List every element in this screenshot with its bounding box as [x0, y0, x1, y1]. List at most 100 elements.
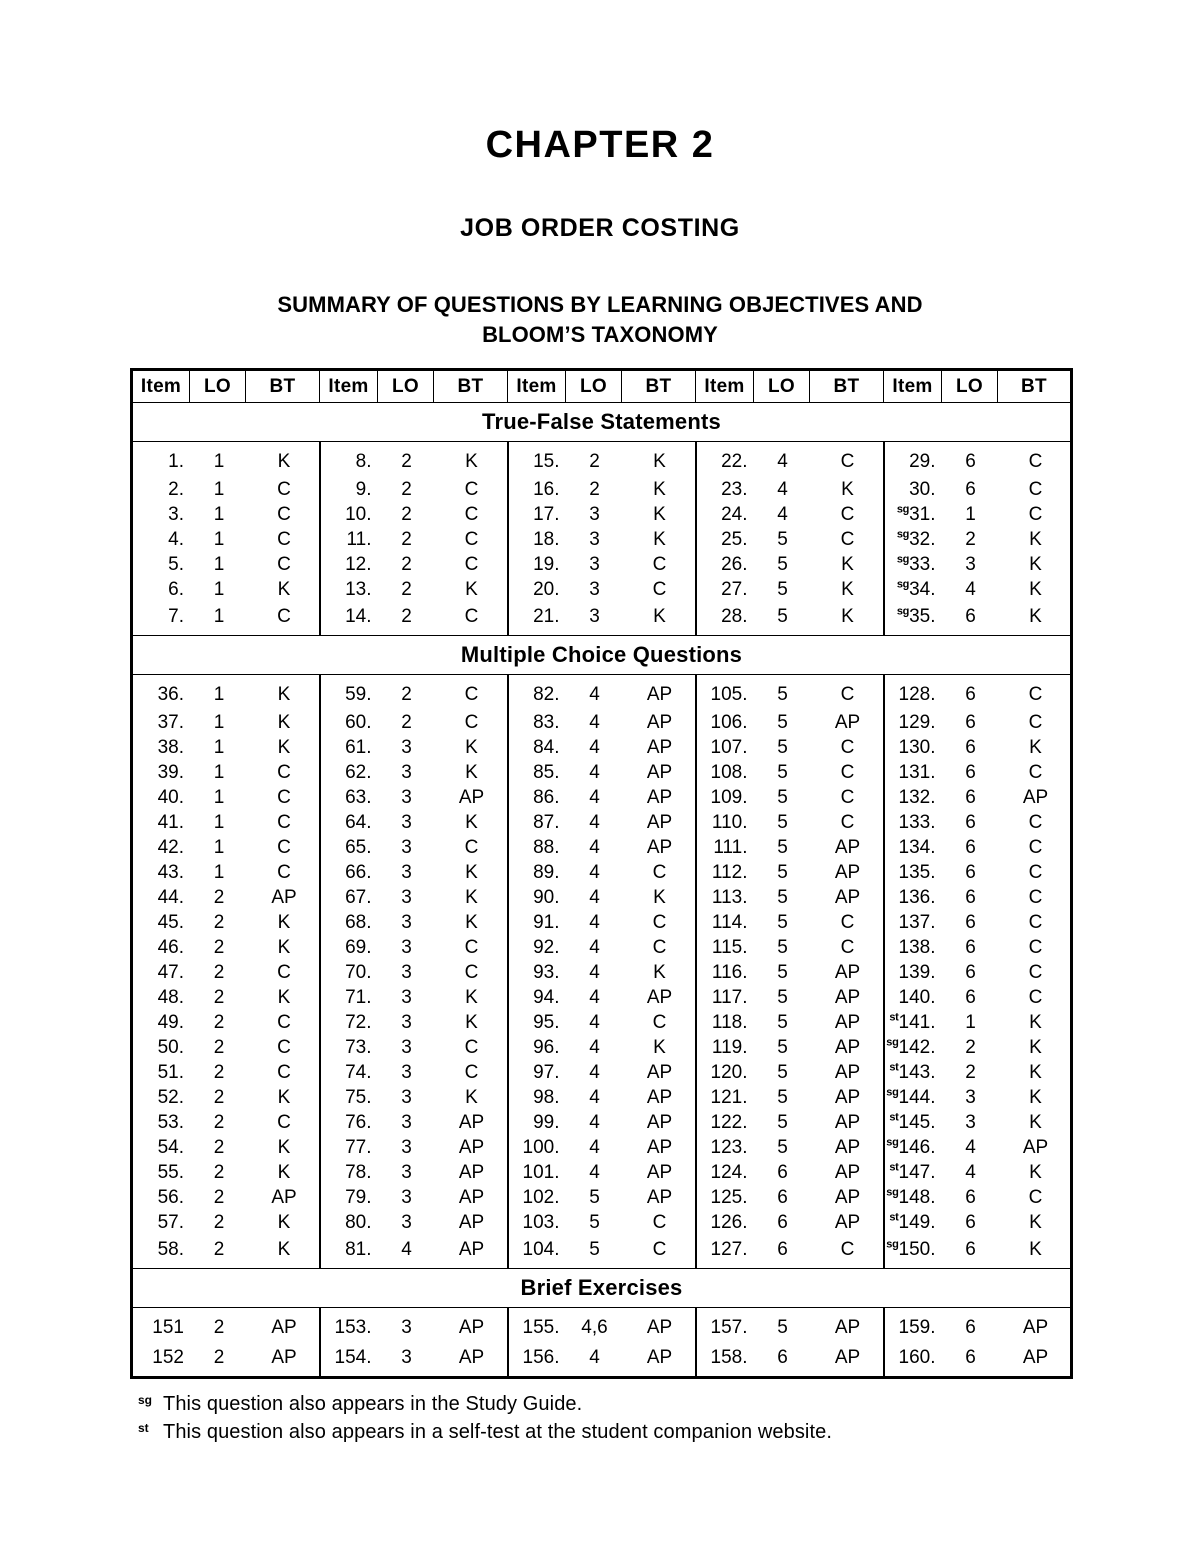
learning-objective-value: 1	[213, 553, 225, 575]
entries-grid: 36. 1 K 37. 1 K 38. 1 K 39. 1 C 40. 1 C 41. 1 C 42. 1 C 43. 1 C…	[133, 675, 321, 1268]
item-number: 92.	[533, 936, 560, 958]
superscript-sg-marker: sg	[886, 1186, 899, 1199]
item-number: 94.	[533, 986, 560, 1008]
question-row: 67. 3 K	[321, 885, 509, 910]
superscript-sg-marker: sg	[886, 1238, 899, 1251]
question-row: 16. 2 K	[509, 477, 697, 502]
item-number: 19.	[533, 553, 560, 575]
learning-objective-value: 5	[777, 986, 788, 1008]
learning-objective-value: 3	[401, 1011, 412, 1033]
learning-objective-value: 5	[777, 1061, 788, 1083]
item-number: 102.	[522, 1186, 560, 1208]
question-row: sg34. 4 K	[885, 577, 1073, 602]
learning-objective-value: 5	[777, 605, 788, 627]
bloom-taxonomy-value: K	[277, 936, 291, 958]
learning-objective-value: 4	[589, 811, 600, 833]
bloom-taxonomy-value: AP	[834, 1086, 861, 1108]
learning-objective-value: 1	[213, 578, 225, 600]
summary-title-line1: SUMMARY OF QUESTIONS BY LEARNING OBJECTI…	[277, 292, 923, 318]
column-group-2: 153. 3 AP 154. 3 AP	[319, 1307, 509, 1378]
question-row: 139. 6 C	[885, 960, 1073, 985]
question-row: 111. 5 AP	[697, 835, 885, 860]
item-number: 157.	[710, 1316, 748, 1338]
superscript-st-marker: st	[889, 1211, 899, 1224]
superscript-st-marker: st	[889, 1061, 899, 1074]
entries-grid: 153. 3 AP 154. 3 AP	[321, 1308, 509, 1376]
bloom-taxonomy-value: K	[465, 450, 478, 472]
bloom-taxonomy-value: C	[652, 911, 667, 933]
item-number: sg35.	[896, 605, 936, 627]
bloom-taxonomy-value: C	[277, 836, 291, 858]
question-row: 104. 5 C	[509, 1235, 697, 1268]
question-row: 100. 4 AP	[509, 1135, 697, 1160]
item-number: 128.	[898, 683, 936, 705]
item-number: sg34.	[896, 578, 936, 600]
column-group-5: 128. 6 C 129. 6 C 130. 6 K 131. 6 C 132. 6 AP 133. 6 C 134…	[884, 674, 1072, 1268]
bloom-taxonomy-value: AP	[646, 811, 673, 833]
bloom-taxonomy-value: AP	[271, 1316, 297, 1338]
column-header-bt-3: BT	[621, 369, 696, 403]
bloom-taxonomy-value: K	[465, 911, 478, 933]
learning-objective-value: 3	[401, 886, 412, 908]
learning-objective-value: 3	[965, 1111, 976, 1133]
question-row: sg148. 6 C	[885, 1185, 1073, 1210]
bloom-taxonomy-value: AP	[646, 1316, 673, 1338]
question-row: 103. 5 C	[509, 1210, 697, 1235]
bloom-taxonomy-value: C	[464, 478, 479, 500]
learning-objective-value: 1	[213, 811, 225, 833]
bloom-taxonomy-value: K	[1029, 578, 1042, 600]
item-number: 16.	[533, 478, 560, 500]
chapter-title: CHAPTER 2	[485, 124, 715, 166]
question-row: 75. 3 K	[321, 1085, 509, 1110]
superscript-sg-marker: sg	[886, 1086, 899, 1099]
learning-objective-value: 2	[213, 1346, 225, 1368]
question-row: 116. 5 AP	[697, 960, 885, 985]
superscript-sg-marker: sg	[896, 578, 910, 591]
bloom-taxonomy-value: K	[277, 683, 291, 705]
learning-objective-value: 2	[213, 1111, 225, 1133]
bloom-taxonomy-value: C	[652, 936, 667, 958]
bloom-taxonomy-value: C	[277, 478, 291, 500]
learning-objective-value: 3	[401, 1136, 412, 1158]
item-number: sg32.	[896, 528, 936, 550]
learning-objective-value: 6	[965, 1211, 976, 1233]
bloom-taxonomy-value: K	[465, 861, 478, 883]
learning-objective-value: 4	[589, 1161, 600, 1183]
footnote-marker-sg: sg	[138, 1392, 153, 1407]
learning-objective-value: 3	[401, 861, 412, 883]
superscript-sg-marker: sg	[896, 528, 910, 541]
bloom-taxonomy-value: AP	[834, 1316, 861, 1338]
learning-objective-value: 6	[965, 836, 976, 858]
bloom-taxonomy-value: K	[277, 711, 291, 733]
question-row: 136. 6 C	[885, 885, 1073, 910]
item-number: 14.	[345, 605, 372, 627]
question-row: 105. 5 C	[697, 675, 885, 710]
bloom-taxonomy-value: C	[1028, 1186, 1043, 1208]
bloom-taxonomy-value: AP	[834, 1136, 861, 1158]
learning-objective-value: 2	[213, 1316, 225, 1338]
bloom-taxonomy-value: AP	[834, 1186, 861, 1208]
learning-objective-value: 4,6	[581, 1316, 608, 1338]
bloom-taxonomy-value: C	[840, 683, 855, 705]
item-number: 155.	[522, 1316, 560, 1338]
question-row: 119. 5 AP	[697, 1035, 885, 1060]
learning-objective-value: 2	[401, 503, 412, 525]
learning-objective-value: 6	[965, 1238, 976, 1260]
learning-objective-value: 5	[777, 528, 788, 550]
question-row: 133. 6 C	[885, 810, 1073, 835]
question-row: 76. 3 AP	[321, 1110, 509, 1135]
question-row: 124. 6 AP	[697, 1160, 885, 1185]
question-row: 78. 3 AP	[321, 1160, 509, 1185]
bloom-taxonomy-value: AP	[1022, 1346, 1049, 1368]
learning-objective-value: 2	[401, 605, 412, 627]
learning-objective-value: 4	[589, 786, 600, 808]
learning-objective-value: 2	[401, 553, 412, 575]
item-number: 116.	[711, 961, 748, 983]
question-row: 128. 6 C	[885, 675, 1073, 710]
bloom-taxonomy-value: K	[1029, 1061, 1042, 1083]
bloom-taxonomy-value: K	[277, 450, 291, 472]
question-row: 44. 2 AP	[133, 885, 321, 910]
question-row: 121. 5 AP	[697, 1085, 885, 1110]
question-row: 28. 5 K	[697, 602, 885, 635]
